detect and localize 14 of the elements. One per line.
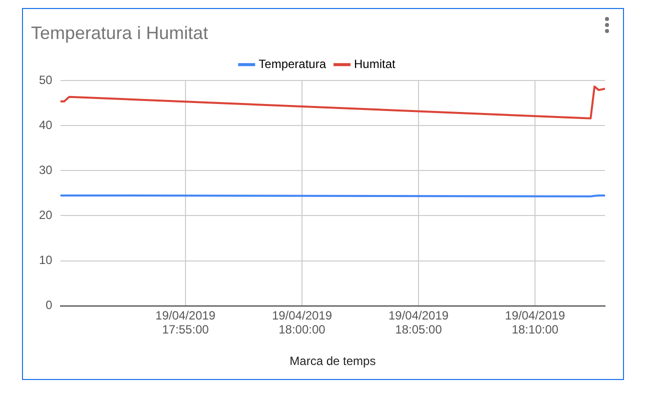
y-tick-label: 0 [46,298,53,312]
chart-title: Temperatura i Humitat [31,22,208,43]
y-tick-label: 10 [38,253,53,268]
y-tick-label: 20 [38,208,53,222]
x-tick-label: 19/04/2019 18:05:00 [388,308,449,337]
y-tick-label: 50 [38,72,53,87]
y-tick-label: 40 [38,118,53,132]
y-tick-label: 30 [38,162,53,177]
x-axis-title: Marca de temps [290,354,376,368]
legend-label: Humitat [354,56,396,71]
legend-label: Temperatura [258,56,326,71]
x-tick-label: 19/04/2019 17:55:00 [155,308,216,337]
x-tick-label: 19/04/2019 18:00:00 [272,308,332,337]
x-tick-label: 19/04/2019 18:10:00 [505,308,566,337]
